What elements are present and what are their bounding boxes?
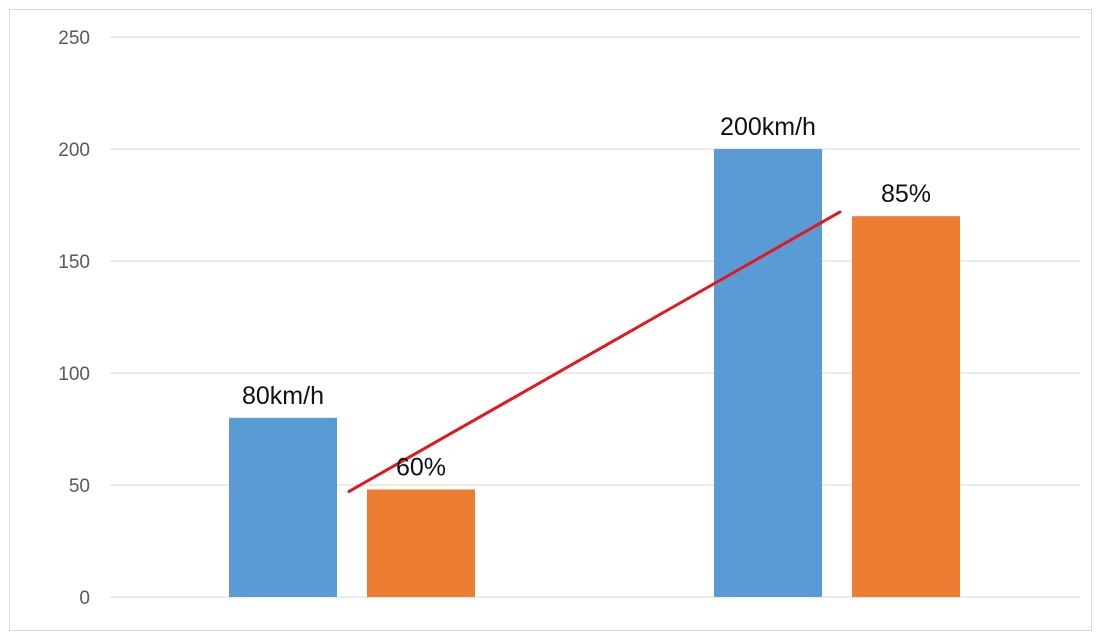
bar-series2-cat1 (367, 489, 475, 597)
data-label-series1-cat1: 80km/h (242, 382, 324, 410)
bar-series1-cat2 (714, 149, 822, 597)
bar-series1-cat1 (229, 417, 337, 597)
y-tick-label-250: 250 (58, 28, 90, 49)
y-tick-label-50: 50 (69, 476, 90, 497)
y-tick-label-0: 0 (79, 588, 90, 609)
data-labels: 80km/h 200km/h 60% 85% (242, 113, 931, 481)
bar-series2-cat2 (852, 216, 960, 597)
bars (229, 149, 960, 597)
trend-line (347, 210, 842, 493)
y-tick-label-150: 150 (58, 252, 90, 273)
trend-line-group (347, 210, 842, 493)
data-label-series1-cat2: 200km/h (720, 113, 816, 141)
y-axis-tick-labels: 0 50 100 150 200 250 (58, 28, 90, 609)
y-tick-label-100: 100 (58, 364, 90, 385)
data-label-series2-cat1: 60% (396, 453, 446, 481)
data-label-series2-cat2: 85% (881, 180, 931, 208)
y-tick-label-200: 200 (58, 140, 90, 161)
